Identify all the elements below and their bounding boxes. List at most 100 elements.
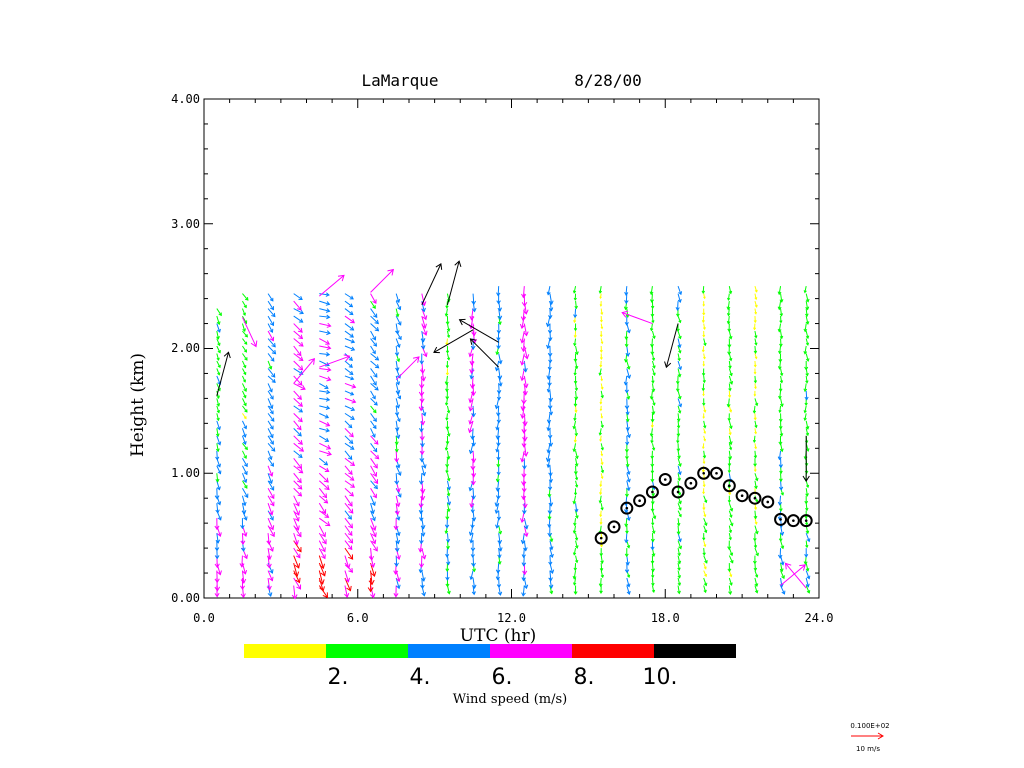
wind-vector (803, 345, 808, 355)
wind-vector (804, 390, 809, 401)
wind-vector (344, 517, 353, 529)
wind-vector (624, 398, 630, 410)
wind-vector (318, 547, 326, 560)
wind-vector (677, 473, 681, 482)
wind-vector (574, 405, 578, 414)
wind-vector (599, 510, 603, 518)
wind-vector (215, 443, 220, 453)
wind-vector (778, 458, 783, 469)
wind-vector (394, 503, 400, 516)
wind-vector (471, 488, 476, 500)
wind-vector (599, 518, 603, 526)
wind-vector (446, 555, 451, 566)
wind-vector (444, 308, 449, 317)
wind-vector (728, 353, 733, 362)
wind-vector (677, 562, 681, 571)
wind-vector (702, 480, 706, 488)
wind-vector (548, 555, 553, 566)
wind-vector (267, 525, 275, 538)
wind-vector (573, 563, 577, 572)
wind-vector (727, 540, 732, 551)
wind-vector (805, 540, 809, 549)
wind-vector (547, 428, 553, 440)
wind-vector (650, 345, 655, 356)
wind-vector (241, 495, 247, 507)
wind-vector (703, 562, 707, 570)
wind-vector (446, 540, 450, 550)
wind-vector (471, 577, 477, 590)
wind-vector (344, 397, 357, 404)
wind-vector (468, 390, 474, 404)
wind-vector (728, 517, 734, 527)
wind-vector (572, 577, 577, 586)
wind-vector (370, 338, 378, 347)
wind-vector (293, 472, 302, 484)
special-wind-vector (370, 268, 394, 293)
wind-vector (216, 368, 221, 376)
wind-vector (778, 473, 783, 483)
wind-vector (319, 389, 331, 395)
wind-vector (779, 308, 784, 317)
wind-vector (293, 390, 302, 400)
wind-vector (216, 405, 221, 414)
wind-vector (651, 405, 656, 416)
wind-vector (728, 286, 733, 295)
wind-vector (572, 420, 577, 430)
wind-vector (573, 375, 578, 385)
wind-vector (753, 450, 758, 459)
wind-vector (703, 405, 707, 413)
wind-vector (242, 300, 247, 309)
special-wind-vector (319, 354, 351, 368)
wind-vector (600, 323, 604, 330)
wind-vector (651, 398, 656, 406)
wind-vector (469, 353, 475, 366)
wind-vector (805, 488, 809, 497)
special-wind-vectors (216, 260, 810, 589)
wind-vector (728, 533, 732, 541)
wind-vector (521, 420, 527, 434)
wind-vector (777, 495, 783, 506)
wind-vector (625, 345, 631, 358)
wind-vector (446, 533, 451, 543)
wind-vector (727, 458, 732, 467)
wind-vector (803, 323, 808, 333)
wind-vector (241, 473, 248, 484)
wind-vector (572, 443, 577, 453)
wind-vector (395, 465, 402, 477)
wind-vector (573, 353, 578, 363)
wind-vector (446, 330, 451, 339)
wind-vector (573, 585, 578, 595)
wind-vector (803, 286, 807, 294)
wind-vector (703, 570, 708, 578)
wind-vector (319, 338, 331, 345)
wind-vector (625, 413, 630, 423)
wind-vector (370, 413, 377, 423)
wind-vector (626, 360, 631, 370)
wind-vector (446, 495, 452, 506)
wind-vector (651, 577, 655, 587)
wind-vector (754, 420, 758, 429)
wind-vector (649, 293, 654, 303)
special-wind-vector (241, 317, 258, 348)
wind-vector (778, 533, 783, 542)
wind-vector (624, 330, 629, 341)
wind-vector (573, 308, 578, 319)
wind-vector (803, 413, 807, 422)
wind-vector (293, 510, 300, 522)
wind-vector (370, 405, 377, 414)
wind-vector (495, 563, 501, 574)
wind-vector (702, 450, 707, 459)
wind-vector (267, 375, 276, 383)
wind-vector (293, 375, 303, 386)
wind-vector (574, 345, 579, 356)
special-wind-vector (446, 260, 462, 305)
wind-vector (572, 525, 577, 534)
wind-vector (318, 502, 327, 515)
wind-vector (702, 413, 705, 419)
wind-vector (293, 300, 302, 311)
wind-vector (367, 578, 374, 593)
wind-vector (370, 532, 377, 545)
wind-vector (266, 548, 272, 561)
wind-vector (522, 503, 527, 515)
wind-vector (547, 518, 552, 528)
